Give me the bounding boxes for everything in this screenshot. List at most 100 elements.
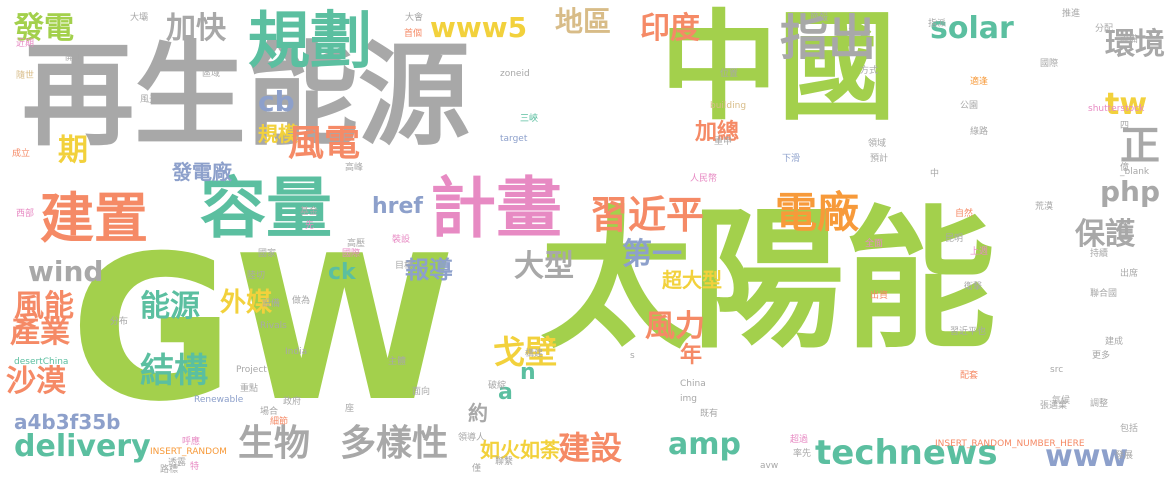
small-word-67: Renewable [194, 395, 244, 405]
word-26: 發電廠 [172, 160, 232, 184]
word-50: amp [668, 427, 741, 462]
small-word-76: 細節 [270, 417, 289, 427]
small-word-93: s [630, 351, 635, 361]
word-34: ck [328, 260, 356, 285]
small-word-34: _blank [1120, 167, 1150, 177]
small-word-56: avw [760, 461, 779, 471]
word-49: 建設 [558, 429, 623, 467]
small-word-75: 場合 [260, 407, 279, 417]
small-word-24: 推進 [1062, 9, 1081, 19]
word-48: 如火如荼 [480, 438, 560, 462]
word-2: GW [70, 213, 455, 446]
small-word-9: 國家 [258, 249, 277, 259]
small-word-57: 超過 [790, 435, 809, 445]
small-word-94: 區域 [202, 69, 221, 79]
small-word-68: desertChina [14, 357, 69, 367]
word-54: a [498, 380, 513, 405]
small-word-59: 聯繫 [495, 457, 514, 467]
small-word-1: 近期 [16, 39, 35, 49]
small-word-45: 習近平也 [950, 327, 987, 337]
small-word-69: INSERT_RANDOM [150, 447, 227, 457]
small-word-32: 預計 [870, 154, 889, 164]
small-word-53: 包括 [1120, 424, 1139, 434]
word-4: 規劃 [248, 4, 373, 77]
word-12: 印度 [640, 11, 700, 46]
small-word-81: 構建 [525, 349, 544, 359]
word-27: 期 [58, 133, 88, 168]
word-20: php [1100, 175, 1161, 208]
small-word-63: 既有 [700, 409, 719, 419]
small-word-31: 領域 [868, 139, 887, 149]
word-19: 電廠 [775, 188, 860, 237]
small-word-88: 目標 [395, 261, 414, 271]
small-word-62: img [680, 394, 697, 404]
word-11: 地區 [555, 5, 612, 38]
word-31: 能源 [140, 289, 200, 324]
small-word-3: 國際 [1040, 59, 1059, 69]
small-word-41: 衛擊 [964, 282, 983, 292]
small-word-30: 公園 [960, 101, 979, 111]
small-word-2: 開工 [65, 53, 84, 63]
word-21: 保護 [1075, 217, 1135, 252]
small-word-44: 出資 [870, 291, 889, 301]
small-word-40: 持續 [1090, 249, 1109, 259]
small-word-28: 適逢 [970, 77, 989, 87]
small-word-72: 路標 [160, 465, 179, 475]
word-5: 容量 [200, 170, 332, 247]
word-37: 第一 [622, 237, 682, 272]
small-word-12: 高壓 [347, 239, 366, 249]
small-word-86: 陸切 [247, 271, 266, 281]
small-word-79: 面向 [412, 387, 431, 397]
small-word-43: 聯合國 [1090, 289, 1118, 299]
small-word-52: INSERT_RANDOM_NUMBER_HERE [935, 439, 1085, 449]
small-word-92: 中 [930, 169, 940, 179]
small-word-19: building [710, 101, 747, 111]
small-word-54: 發展 [1115, 451, 1134, 461]
small-word-78: 座 [345, 404, 355, 414]
word-6: 計畫 [430, 170, 562, 247]
word-17: 正 [1120, 123, 1160, 169]
word-30: 產業 [10, 315, 70, 350]
small-word-85: 設備 [262, 299, 281, 309]
small-word-48: 配套 [960, 371, 979, 381]
small-word-4: 隨世 [16, 71, 35, 81]
word-10: www5 [430, 11, 528, 44]
word-52: www [1045, 439, 1129, 474]
small-word-37: 昆明 [945, 234, 964, 244]
word-46: 生物 [238, 423, 311, 464]
small-word-50: 張邁業 [1040, 401, 1068, 411]
small-word-74: 特 [190, 462, 200, 472]
word-51: technews [815, 433, 998, 473]
word-22: cb [258, 85, 295, 118]
small-word-5: 風光 [140, 95, 159, 105]
small-word-25: 分配 [1095, 24, 1114, 34]
word-24: 風電 [288, 123, 361, 164]
small-word-83: 重點 [240, 384, 259, 394]
small-word-80: 破綻 [488, 381, 507, 391]
word-42: 結構 [140, 351, 208, 391]
small-word-39: 上週 [970, 247, 989, 257]
small-word-64: Rivals [260, 321, 287, 331]
word-25: 加總 [695, 120, 740, 145]
small-word-71: 呼應 [182, 437, 201, 447]
word-28: wind [28, 255, 104, 288]
small-word-66: Project [236, 365, 267, 375]
word-45: delivery [14, 429, 151, 464]
small-word-15: 首個 [404, 29, 423, 39]
small-word-96: 簡報 [810, 13, 829, 23]
small-word-26: 設備 [1120, 35, 1139, 45]
word-38: 超大型 [662, 268, 722, 292]
word-15: 環境 [1105, 27, 1165, 62]
word-14: solar [930, 11, 1014, 46]
small-word-87: 國際 [342, 249, 361, 259]
word-36: 大型 [514, 249, 574, 284]
word-29: 風能 [14, 289, 74, 324]
word-9: 加快 [166, 11, 226, 46]
small-word-10: 基金 [300, 207, 319, 217]
word-44: a4b3f35b [14, 410, 121, 434]
small-word-58: 僅 [472, 464, 482, 474]
small-word-90: 億 [1120, 163, 1130, 173]
small-word-6: 成立 [12, 149, 31, 159]
word-18: 習近平 [590, 193, 705, 237]
